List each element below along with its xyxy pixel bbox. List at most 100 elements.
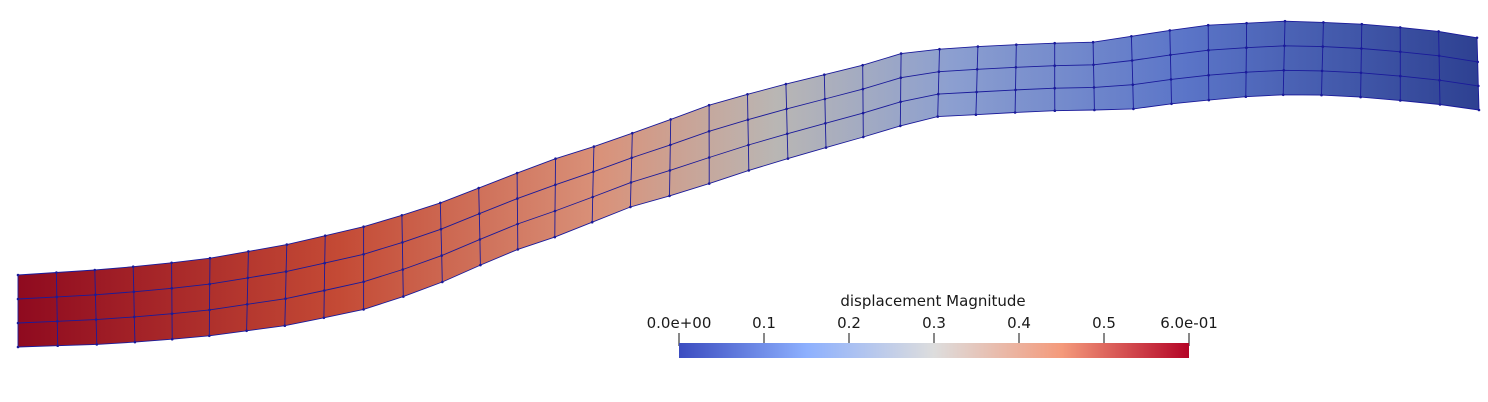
mesh-node <box>707 103 711 107</box>
mesh-node <box>861 111 865 115</box>
mesh-node <box>554 183 557 187</box>
mesh-node <box>1437 54 1441 58</box>
mesh-edge-transverse <box>401 215 404 297</box>
mesh-node <box>1053 64 1056 67</box>
mesh-node <box>1053 86 1056 90</box>
scalar-bar-tick-label: 0.5 <box>1092 314 1116 332</box>
mesh-node <box>975 68 979 71</box>
mesh-node <box>1169 53 1172 57</box>
mesh-node <box>1053 109 1057 112</box>
mesh-node <box>1014 66 1018 69</box>
mesh-node <box>823 97 827 101</box>
mesh-edge-transverse <box>1014 44 1017 113</box>
mesh-node <box>516 248 520 251</box>
mesh-node <box>133 315 136 319</box>
mesh-node <box>94 318 98 321</box>
mesh-node <box>440 254 444 257</box>
mesh-node <box>170 261 173 265</box>
mesh-node <box>284 297 287 301</box>
mesh-edge-transverse <box>246 251 249 331</box>
mesh-edge-transverse <box>55 272 59 346</box>
mesh-edge-transverse <box>1282 21 1286 95</box>
mesh-node <box>246 276 250 280</box>
mesh-node <box>170 312 174 316</box>
mesh-node <box>1283 44 1286 48</box>
mesh-node <box>208 282 211 286</box>
mesh-node <box>478 212 481 215</box>
mesh-node <box>1438 103 1442 106</box>
mesh-node <box>1168 29 1172 32</box>
mesh-node <box>245 303 249 306</box>
mesh-node <box>1169 78 1173 81</box>
mesh-edge-transverse <box>823 74 827 148</box>
mesh-node <box>1092 63 1095 67</box>
mesh-node <box>1132 107 1135 111</box>
mesh-node <box>1359 95 1362 99</box>
mesh-node <box>323 234 327 237</box>
scalar-bar-tick-label: 0.1 <box>752 314 776 332</box>
mesh-node <box>824 146 828 149</box>
mesh-node <box>515 171 519 175</box>
mesh-node <box>95 343 99 346</box>
mesh-edge-transverse <box>899 53 902 126</box>
mesh-node <box>936 115 939 118</box>
mesh-node <box>554 157 557 160</box>
mesh-node <box>1130 59 1134 62</box>
mesh-edge-transverse <box>747 94 750 171</box>
mesh-edge-transverse <box>323 235 326 318</box>
mesh-edge-transverse <box>629 133 633 208</box>
mesh-node <box>899 100 902 104</box>
mesh-node <box>553 209 557 213</box>
deformed-beam-mesh <box>16 19 1481 349</box>
mesh-node <box>477 186 481 190</box>
mesh-node <box>824 122 827 125</box>
mesh-node <box>785 132 789 136</box>
mesh-node <box>1053 41 1056 45</box>
mesh-node <box>747 143 750 147</box>
mesh-node <box>170 337 174 341</box>
mesh-node <box>1130 35 1133 38</box>
mesh-node <box>1092 86 1096 89</box>
mesh-node <box>861 63 864 67</box>
scalar-bar-tick-label: 0.3 <box>922 314 946 332</box>
mesh-node <box>747 169 751 172</box>
mesh-node <box>479 263 482 267</box>
mesh-edge-transverse <box>284 244 288 326</box>
mesh-node <box>1320 69 1324 73</box>
mesh-edge-transverse <box>132 266 136 343</box>
mesh-node <box>441 280 444 284</box>
mesh-node <box>283 324 287 328</box>
mesh-edge-transverse <box>1130 36 1134 109</box>
mesh-node <box>56 344 59 348</box>
mesh-node <box>133 340 137 344</box>
mesh-node <box>1320 93 1323 97</box>
mesh-node <box>899 52 903 55</box>
mesh-node <box>55 295 59 299</box>
mesh-node <box>1281 93 1285 97</box>
scalar-bar-title: displacement Magnitude <box>840 292 1025 310</box>
mesh-node <box>823 73 826 76</box>
mesh-node <box>590 220 594 224</box>
mesh-node <box>938 47 941 51</box>
mesh-node <box>401 241 404 244</box>
mesh-node <box>16 321 20 325</box>
mesh-node <box>16 297 20 301</box>
mesh-node <box>1244 95 1248 98</box>
mesh-edge-transverse <box>785 84 789 159</box>
mesh-node <box>937 92 940 96</box>
mesh-node <box>439 201 442 205</box>
mesh-node <box>1477 84 1480 88</box>
mesh-edge-transverse <box>1321 22 1324 96</box>
mesh-edge-transverse <box>478 188 481 266</box>
mesh-edge-transverse <box>669 119 672 196</box>
mesh-node <box>284 270 288 273</box>
mesh-node <box>631 131 634 135</box>
mesh-node <box>1131 83 1135 86</box>
mesh-edge-transverse <box>439 202 443 283</box>
mesh-node <box>1360 22 1364 26</box>
mesh-node <box>785 107 788 111</box>
mesh-node <box>975 90 978 94</box>
mesh-node <box>784 82 788 86</box>
mesh-node <box>322 316 326 320</box>
